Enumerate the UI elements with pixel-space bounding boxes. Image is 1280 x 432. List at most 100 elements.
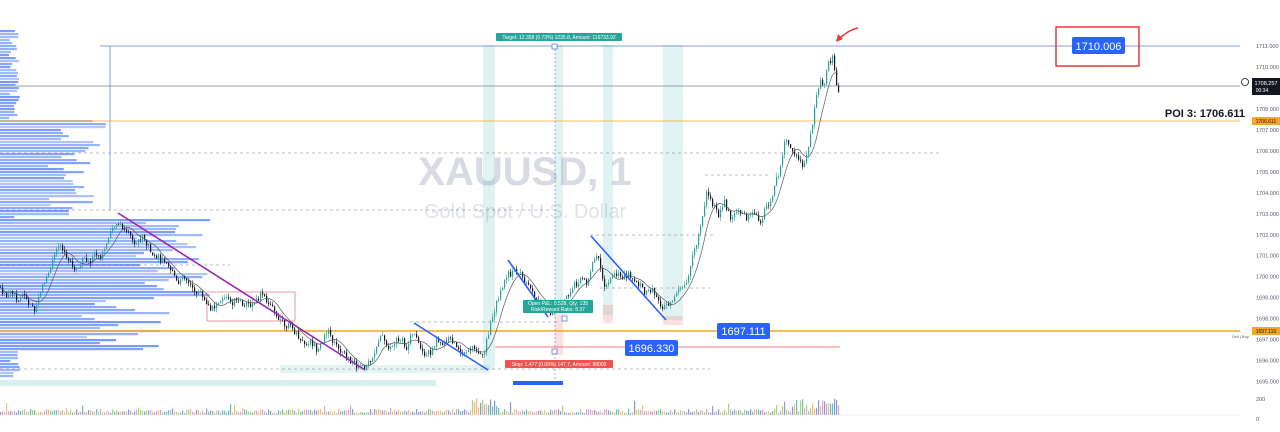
candle-body — [630, 272, 631, 278]
volume-bar — [144, 411, 145, 415]
volume-bar — [242, 407, 243, 415]
volume-bar — [810, 408, 811, 415]
volume-bar — [580, 409, 581, 415]
candle-body — [608, 283, 609, 285]
volume-bar — [36, 413, 37, 415]
volume-bar — [498, 408, 499, 415]
volume-profile-bar — [0, 216, 14, 218]
volume-profile-bar — [0, 30, 15, 32]
volume-profile-bar — [0, 246, 196, 248]
candle-body — [584, 279, 585, 280]
candle-body — [366, 365, 367, 369]
candle-body — [570, 292, 571, 296]
volume-bar — [594, 410, 595, 415]
candle-body — [108, 238, 109, 243]
sell-buy-tag: Sell | Buy — [1232, 334, 1249, 339]
position-handle-bottom[interactable] — [552, 349, 557, 354]
candle-body — [634, 279, 635, 281]
candle-body — [50, 268, 51, 273]
volume-profile-bar — [0, 294, 210, 296]
volume-profile-bar — [0, 78, 19, 80]
price-tick-label: 1696.000 — [1256, 359, 1279, 365]
volume-bar — [826, 404, 827, 415]
volume-bar — [324, 406, 325, 415]
position-handle-top[interactable] — [552, 44, 557, 49]
volume-bar — [12, 412, 13, 415]
volume-bar — [134, 412, 135, 415]
current-price-tag[interactable]: 1708.257 00:34 — [1242, 78, 1280, 95]
volume-bar — [602, 412, 603, 415]
candle-body — [266, 296, 267, 303]
volume-bar — [386, 411, 387, 415]
volume-bar — [200, 412, 201, 415]
volume-bar — [4, 412, 5, 415]
volume-bar — [334, 411, 335, 415]
volume-bar — [766, 412, 767, 415]
candle-body — [688, 276, 689, 282]
volume-bar — [648, 411, 649, 415]
volume-profile-bar — [0, 48, 17, 50]
volume-bar — [126, 412, 127, 415]
volume-bar — [494, 401, 495, 415]
price-tick-label: 1697.000 — [1256, 338, 1279, 344]
volume-bar — [344, 410, 345, 415]
volume-bar — [252, 413, 253, 415]
position-handle-mid[interactable] — [562, 316, 567, 321]
price-tick-label: 1705.000 — [1256, 170, 1279, 176]
callout-target[interactable]: 1710.006 — [1056, 27, 1139, 66]
volume-bar — [508, 412, 509, 415]
support-axis-tag[interactable]: 1697.110 — [1252, 327, 1280, 335]
candle-body — [760, 221, 761, 223]
volume-profile-bar — [0, 42, 12, 44]
volume-bar — [808, 411, 809, 415]
candle-body — [48, 273, 49, 277]
volume-bar — [44, 411, 45, 415]
volume-bar — [236, 411, 237, 415]
candle-body — [250, 303, 251, 307]
support-axis-tag-text: 1697.110 — [1256, 329, 1277, 335]
candle-body — [422, 349, 423, 352]
candle-body — [264, 294, 265, 296]
candle-body — [246, 302, 247, 306]
poi-axis-tag[interactable]: 1706.611 — [1252, 117, 1280, 125]
trendline-blue-1[interactable] — [414, 323, 488, 370]
candle-body — [508, 272, 509, 278]
candle-body — [410, 335, 411, 344]
volume-bar — [718, 409, 719, 415]
volume-profile-bar — [0, 60, 19, 62]
callout-support[interactable]: 1697.111 — [717, 323, 770, 339]
candle-body — [326, 334, 327, 335]
candle-body — [764, 209, 765, 219]
volume-profile-bar — [0, 321, 161, 323]
volume-profile-bar — [0, 264, 140, 266]
volume-bar — [732, 411, 733, 415]
price-axis[interactable]: 1711.0001710.0001709.0001708.0001707.000… — [1256, 44, 1279, 423]
volume-bar — [352, 409, 353, 415]
candle-body — [186, 279, 187, 281]
candle-body — [300, 339, 301, 341]
volume-bar — [816, 408, 817, 415]
candle-body — [330, 330, 331, 336]
volume-bar — [478, 408, 479, 415]
position-stop-tag[interactable]: Stop: 1.477 (0.09%) 147.7, Amount: 98000 — [505, 360, 613, 368]
volume-bar — [238, 412, 239, 415]
callout-mid-low[interactable]: 1696.330 — [625, 340, 678, 356]
position-target-tag[interactable]: Target: 12.358 (0.73%) 1235.8, Amount: 1… — [496, 33, 622, 41]
volume-bar — [554, 410, 555, 415]
candle-body — [80, 265, 81, 268]
position-open-tag[interactable]: Open P&L: 0.528, Qty: 135 Risk/Reward Ra… — [523, 300, 593, 313]
volume-bar — [704, 412, 705, 415]
volume-bar — [268, 409, 269, 415]
volume-bar — [350, 405, 351, 415]
volume-tick-label: 200 — [1256, 397, 1265, 403]
price-tick-label: 1710.000 — [1256, 65, 1279, 71]
candle-body — [398, 338, 399, 341]
candle-body — [480, 353, 481, 354]
volume-bar — [674, 409, 675, 415]
volume-bar — [240, 412, 241, 415]
volume-bar — [32, 410, 33, 415]
volume-profile-bar — [0, 186, 84, 188]
volume-profile-bar — [0, 357, 18, 359]
position-target-text: Target: 12.358 (0.73%) 1235.8, Amount: 1… — [502, 35, 616, 41]
